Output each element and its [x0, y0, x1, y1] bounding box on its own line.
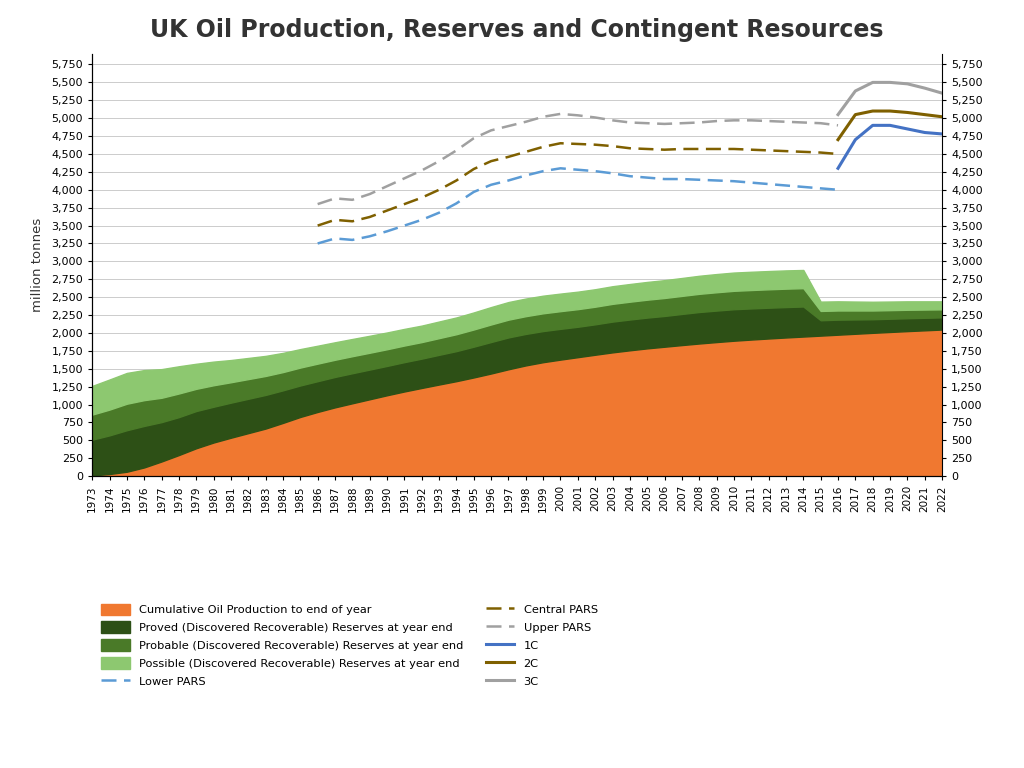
Legend: Cumulative Oil Production to end of year, Proved (Discovered Recoverable) Reserv: Cumulative Oil Production to end of year…	[98, 600, 601, 690]
Y-axis label: million tonnes: million tonnes	[32, 218, 44, 312]
Title: UK Oil Production, Reserves and Contingent Resources: UK Oil Production, Reserves and Continge…	[151, 18, 884, 42]
